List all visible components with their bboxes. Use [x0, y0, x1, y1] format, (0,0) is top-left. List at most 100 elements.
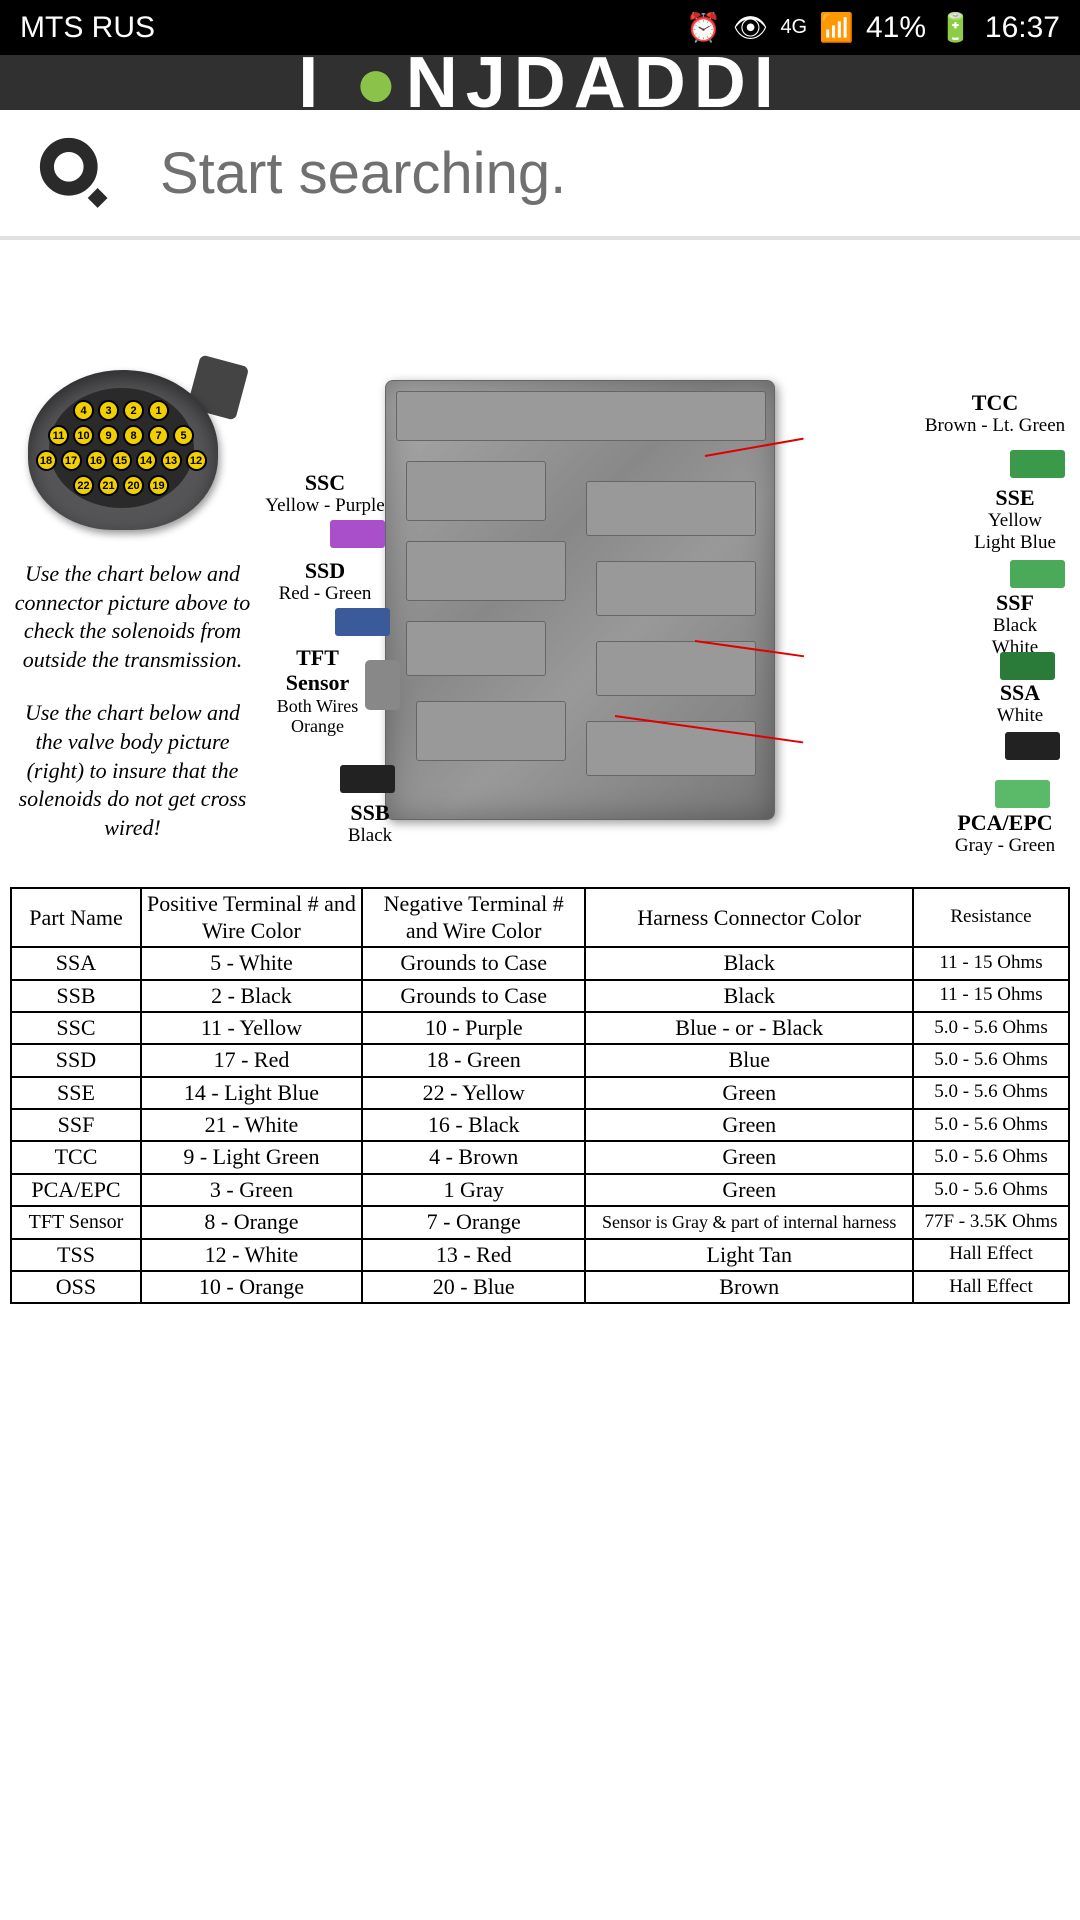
android-status-bar: MTS RUS ⏰ 👁 4G 📶 41% 🔋 16:37	[0, 0, 1080, 55]
th-pos: Positive Terminal # and Wire Color	[141, 888, 362, 947]
connector-pin: 14	[136, 450, 157, 471]
table-row: SSD17 - Red18 - GreenBlue5.0 - 5.6 Ohms	[11, 1044, 1069, 1076]
plug-ssa	[1005, 732, 1060, 760]
valve-body-diagram: SSC Yellow - Purple SSD Red - Green TFT …	[265, 360, 1070, 860]
valve-body	[385, 380, 775, 820]
table-cell: 11 - 15 Ohms	[913, 947, 1069, 979]
solenoid-table: Part Name Positive Terminal # and Wire C…	[10, 887, 1070, 1304]
table-cell: Green	[585, 1174, 913, 1206]
table-row: SSB2 - BlackGrounds to CaseBlack11 - 15 …	[11, 980, 1069, 1012]
instruction-2: Use the chart below and the valve body p…	[10, 699, 255, 842]
left-column: 4321111098751817161514131222212019 Use t…	[10, 360, 255, 867]
table-row: SSA5 - WhiteGrounds to CaseBlack11 - 15 …	[11, 947, 1069, 979]
connector-diagram: 4321111098751817161514131222212019	[23, 360, 243, 540]
connector-pin: 4	[73, 400, 94, 421]
connector-pin: 11	[48, 425, 69, 446]
connector-pin: 9	[98, 425, 119, 446]
table-cell: TSS	[11, 1239, 141, 1271]
table-cell: SSF	[11, 1109, 141, 1141]
table-cell: 4 - Brown	[362, 1141, 586, 1173]
table-cell: SSC	[11, 1012, 141, 1044]
connector-pin: 2	[123, 400, 144, 421]
table-row: OSS10 - Orange20 - BlueBrownHall Effect	[11, 1271, 1069, 1303]
callout-tft: TFT Sensor Both WiresOrange	[260, 645, 375, 737]
callout-ssb: SSB Black	[325, 800, 415, 847]
connector-face: 4321111098751817161514131222212019	[49, 388, 194, 508]
table-cell: PCA/EPC	[11, 1174, 141, 1206]
connector-pin: 20	[123, 475, 144, 496]
table-cell: 5.0 - 5.6 Ohms	[913, 1174, 1069, 1206]
plug-pca	[995, 780, 1050, 808]
plug-ssc	[330, 520, 385, 548]
table-cell: 5.0 - 5.6 Ohms	[913, 1109, 1069, 1141]
search-icon[interactable]	[30, 128, 120, 218]
solenoid-data-table: Part Name Positive Terminal # and Wire C…	[10, 887, 1070, 1304]
clock: 16:37	[985, 11, 1060, 45]
callout-ssa: SSA White	[980, 680, 1060, 727]
table-cell: 3 - Green	[141, 1174, 362, 1206]
table-header-row: Part Name Positive Terminal # and Wire C…	[11, 888, 1069, 947]
table-cell: SSB	[11, 980, 141, 1012]
table-cell: 18 - Green	[362, 1044, 586, 1076]
page-content: 4321111098751817161514131222212019 Use t…	[0, 240, 1080, 1314]
table-cell: 5 - White	[141, 947, 362, 979]
th-part: Part Name	[11, 888, 141, 947]
connector-pin: 5	[173, 425, 194, 446]
table-cell: Hall Effect	[913, 1239, 1069, 1271]
table-cell: 5.0 - 5.6 Ohms	[913, 1141, 1069, 1173]
search-placeholder: Start searching.	[160, 140, 566, 207]
table-cell: 17 - Red	[141, 1044, 362, 1076]
plug-ssf	[1000, 652, 1055, 680]
instruction-1: Use the chart below and connector pictur…	[10, 560, 255, 674]
table-cell: 7 - Orange	[362, 1206, 586, 1238]
table-cell: SSE	[11, 1077, 141, 1109]
plug-ssd	[335, 608, 390, 636]
connector-pin: 18	[36, 450, 57, 471]
table-cell: Green	[585, 1109, 913, 1141]
table-cell: TCC	[11, 1141, 141, 1173]
table-cell: 77F - 3.5K Ohms	[913, 1206, 1069, 1238]
plug-tcc	[1010, 450, 1065, 478]
table-cell: Black	[585, 947, 913, 979]
table-row: TSS12 - White13 - RedLight TanHall Effec…	[11, 1239, 1069, 1271]
network-indicator: 4G	[780, 16, 807, 39]
table-cell: Green	[585, 1141, 913, 1173]
callout-sse: SSE Yellow Light Blue	[960, 485, 1070, 554]
signal-icon: 📶	[819, 11, 854, 44]
connector-pin: 3	[98, 400, 119, 421]
connector-pin: 12	[186, 450, 207, 471]
th-neg: Negative Terminal # and Wire Color	[362, 888, 586, 947]
connector-pin: 15	[111, 450, 132, 471]
table-cell: 20 - Blue	[362, 1271, 586, 1303]
eye-icon: 👁	[733, 11, 769, 44]
table-cell: 5.0 - 5.6 Ohms	[913, 1077, 1069, 1109]
table-cell: 10 - Purple	[362, 1012, 586, 1044]
table-cell: 11 - Yellow	[141, 1012, 362, 1044]
table-cell: 14 - Light Blue	[141, 1077, 362, 1109]
table-cell: TFT Sensor	[11, 1206, 141, 1238]
status-right: ⏰ 👁 4G 📶 41% 🔋 16:37	[686, 11, 1060, 45]
table-row: SSE14 - Light Blue22 - YellowGreen5.0 - …	[11, 1077, 1069, 1109]
table-cell: Light Tan	[585, 1239, 913, 1271]
battery-icon: 🔋	[938, 11, 973, 44]
connector-pin: 10	[73, 425, 94, 446]
table-row: SSC11 - Yellow10 - PurpleBlue - or - Bla…	[11, 1012, 1069, 1044]
table-cell: Blue	[585, 1044, 913, 1076]
table-cell: 9 - Light Green	[141, 1141, 362, 1173]
th-res: Resistance	[913, 888, 1069, 947]
connector-pin: 19	[148, 475, 169, 496]
table-cell: Sensor is Gray & part of internal harnes…	[585, 1206, 913, 1238]
table-cell: 12 - White	[141, 1239, 362, 1271]
callout-ssc: SSC Yellow - Purple	[265, 470, 385, 517]
table-cell: 8 - Orange	[141, 1206, 362, 1238]
table-cell: Brown	[585, 1271, 913, 1303]
callout-ssd: SSD Red - Green	[265, 558, 385, 605]
connector-pin: 22	[73, 475, 94, 496]
search-bar[interactable]: Start searching.	[0, 110, 1080, 240]
table-cell: Hall Effect	[913, 1271, 1069, 1303]
battery-percent: 41%	[866, 11, 926, 45]
connector-pin: 13	[161, 450, 182, 471]
table-cell: SSA	[11, 947, 141, 979]
table-cell: Black	[585, 980, 913, 1012]
table-row: PCA/EPC3 - Green1 GrayGreen5.0 - 5.6 Ohm…	[11, 1174, 1069, 1206]
